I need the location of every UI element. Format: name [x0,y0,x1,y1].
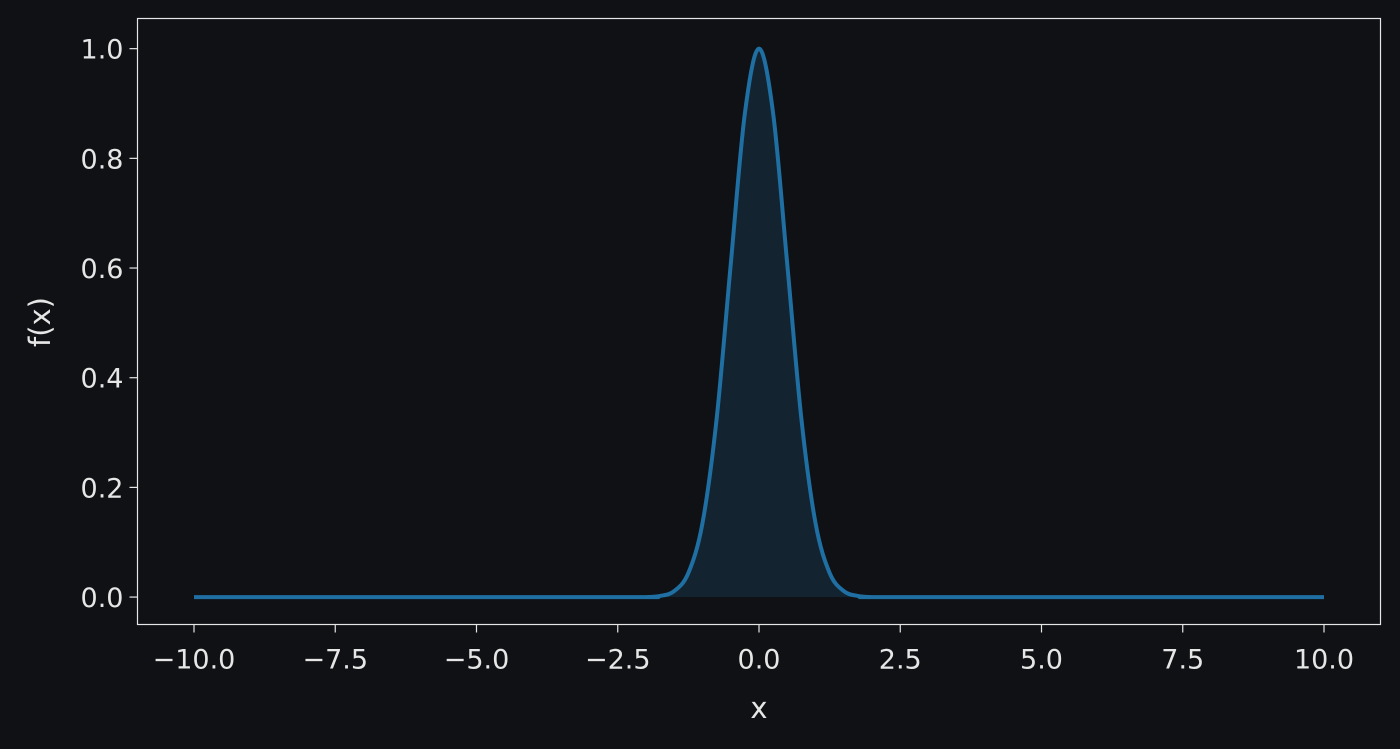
y-tick-label: 1.0 [81,35,124,66]
series-line [193,46,1324,600]
y-axis-label: f(x) [23,297,57,347]
x-tick-label: −2.5 [585,645,651,676]
y-tick-label: 0.8 [81,144,124,175]
x-tick-label: 2.5 [879,645,922,676]
y-tick-label: 0.4 [81,364,124,395]
x-tick-label: 0.0 [738,645,781,676]
x-tick-label: −5.0 [444,645,510,676]
x-tick-label: −7.5 [302,645,368,676]
y-axis: 0.0 0.2 0.4 0.6 0.8 1.0 [81,35,138,614]
series-area-fill [194,48,1324,598]
y-tick-label: 0.6 [81,254,124,285]
x-tick-label: 10.0 [1294,645,1354,676]
x-tick-label: 7.5 [1161,645,1204,676]
y-tick-label: 0.2 [81,473,124,504]
x-axis-label: x [750,691,767,725]
x-axis: −10.0 −7.5 −5.0 −2.5 0.0 2.5 5.0 7.5 10.0 [153,624,1354,676]
x-tick-label: 5.0 [1020,645,1063,676]
x-tick-label: −10.0 [153,645,236,676]
plot-area [193,46,1324,600]
y-tick-label: 0.0 [81,583,124,614]
